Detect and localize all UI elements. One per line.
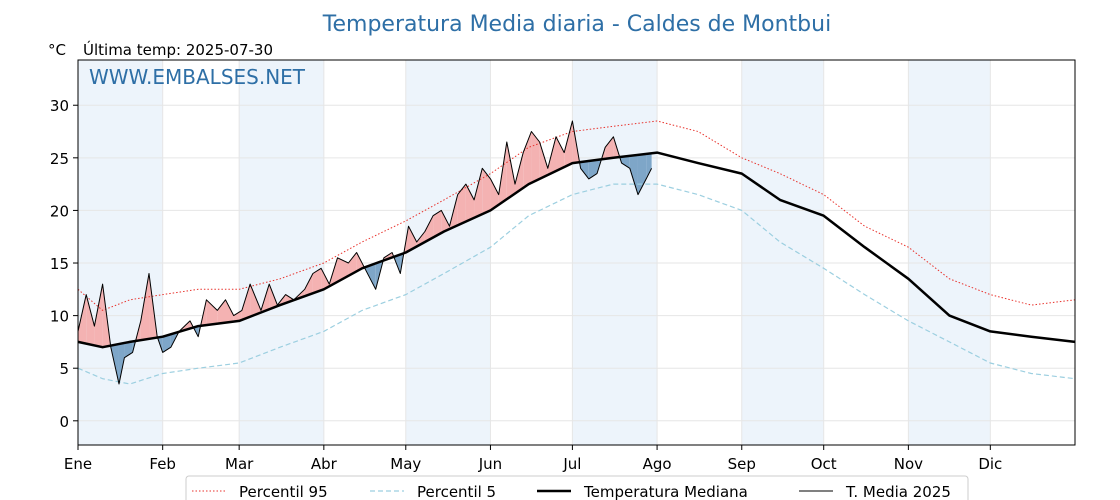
above-median-fill bbox=[465, 184, 475, 222]
y-tick-label: 10 bbox=[50, 308, 69, 326]
y-tick-label: 20 bbox=[50, 202, 69, 220]
legend-label-current: T. Media 2025 bbox=[845, 483, 951, 500]
series-line-media-2025 bbox=[77, 120, 653, 385]
above-median-fill bbox=[304, 273, 313, 297]
y-tick-label: 5 bbox=[59, 360, 69, 378]
y-unit-label: °C bbox=[48, 41, 66, 59]
month-band-jul bbox=[572, 60, 658, 445]
x-tick-label-dic: Dic bbox=[978, 455, 1002, 473]
y-tick-label: 25 bbox=[50, 150, 69, 168]
above-median-fill bbox=[241, 284, 251, 320]
x-tick-label-may: May bbox=[390, 455, 421, 473]
above-median-fill bbox=[206, 299, 218, 326]
above-median-fill bbox=[506, 142, 516, 200]
month-band-mar bbox=[239, 60, 324, 445]
anomaly-fills bbox=[78, 121, 652, 384]
below-median-fill bbox=[588, 159, 597, 179]
chart-title: Temperatura Media diaria - Caldes de Mon… bbox=[322, 12, 831, 37]
legend: Percentil 95 Percentil 5 Temperatura Med… bbox=[185, 475, 969, 500]
series-lines bbox=[77, 120, 1076, 385]
above-median-fill bbox=[531, 131, 540, 183]
below-median-fill bbox=[162, 334, 171, 353]
x-tick-label-nov: Nov bbox=[894, 455, 923, 473]
above-median-fill bbox=[490, 178, 499, 211]
above-median-fill bbox=[250, 284, 262, 317]
legend-label-median: Temperatura Mediana bbox=[583, 483, 748, 500]
y-tick-label: 0 bbox=[59, 413, 69, 431]
above-median-fill bbox=[408, 226, 417, 251]
above-median-fill bbox=[348, 252, 357, 276]
y-tick-label: 15 bbox=[50, 255, 69, 273]
above-median-fill bbox=[78, 294, 87, 344]
above-median-fill bbox=[605, 136, 614, 159]
x-tick-label-oct: Oct bbox=[811, 455, 837, 473]
x-tick-label-abr: Abr bbox=[311, 455, 338, 473]
above-median-fill bbox=[94, 284, 103, 348]
series-line-mediana bbox=[77, 151, 1076, 349]
above-median-fill bbox=[556, 136, 565, 171]
x-tick-label-ago: Ago bbox=[643, 455, 672, 473]
x-tick-label-jun: Jun bbox=[478, 455, 502, 473]
above-median-fill bbox=[337, 257, 349, 282]
x-tick-label-jul: Jul bbox=[562, 455, 581, 473]
above-median-fill bbox=[140, 273, 150, 341]
above-median-fill bbox=[564, 121, 573, 168]
above-median-fill bbox=[424, 215, 434, 242]
x-tick-label-feb: Feb bbox=[149, 455, 176, 473]
month-band-ene bbox=[78, 60, 163, 445]
below-median-fill bbox=[621, 155, 630, 169]
last-temp-label: Última temp: 2025-07-30 bbox=[83, 40, 273, 59]
month-band-sep bbox=[741, 60, 824, 445]
legend-label-p5: Percentil 5 bbox=[417, 483, 496, 500]
below-median-fill bbox=[646, 153, 652, 179]
above-median-fill bbox=[433, 210, 442, 238]
y-axis-ticks: 0 5 10 15 20 25 30 bbox=[50, 97, 78, 431]
legend-box bbox=[185, 475, 969, 500]
above-median-fill bbox=[225, 299, 234, 323]
above-median-fill bbox=[217, 299, 226, 324]
above-median-fill bbox=[482, 168, 491, 215]
month-bands bbox=[78, 60, 991, 445]
below-median-fill bbox=[118, 342, 125, 384]
watermark-text: WWW.EMBALSES.NET bbox=[89, 65, 306, 89]
above-median-fill bbox=[441, 210, 450, 233]
series-line-percentil-95 bbox=[77, 120, 1076, 311]
x-axis-ticks: Ene Feb Mar Abr May Jun Jul Ago Sep Oct Nov Dic bbox=[64, 445, 1002, 473]
x-tick-label-ene: Ene bbox=[64, 455, 92, 473]
above-median-fill bbox=[474, 168, 483, 218]
above-median-fill bbox=[457, 184, 466, 226]
below-median-fill bbox=[580, 160, 589, 179]
plot-area bbox=[77, 60, 1076, 445]
above-median-fill bbox=[233, 310, 242, 322]
plot-frame bbox=[77, 59, 1076, 446]
above-median-fill bbox=[285, 294, 294, 304]
series-line-percentil-5 bbox=[77, 183, 1076, 385]
above-median-fill bbox=[312, 268, 322, 294]
below-median-fill bbox=[364, 263, 376, 290]
above-median-fill bbox=[523, 131, 532, 188]
x-tick-label-mar: Mar bbox=[225, 455, 254, 473]
above-median-fill bbox=[539, 142, 548, 179]
month-band-may bbox=[405, 60, 491, 445]
above-median-fill bbox=[515, 152, 524, 194]
above-median-fill bbox=[86, 294, 95, 346]
y-tick-label: 30 bbox=[50, 97, 69, 115]
legend-label-p95: Percentil 95 bbox=[239, 483, 328, 500]
month-band-nov bbox=[908, 60, 991, 445]
x-tick-label-sep: Sep bbox=[728, 455, 756, 473]
above-median-fill bbox=[321, 268, 330, 291]
below-median-fill bbox=[629, 154, 638, 195]
